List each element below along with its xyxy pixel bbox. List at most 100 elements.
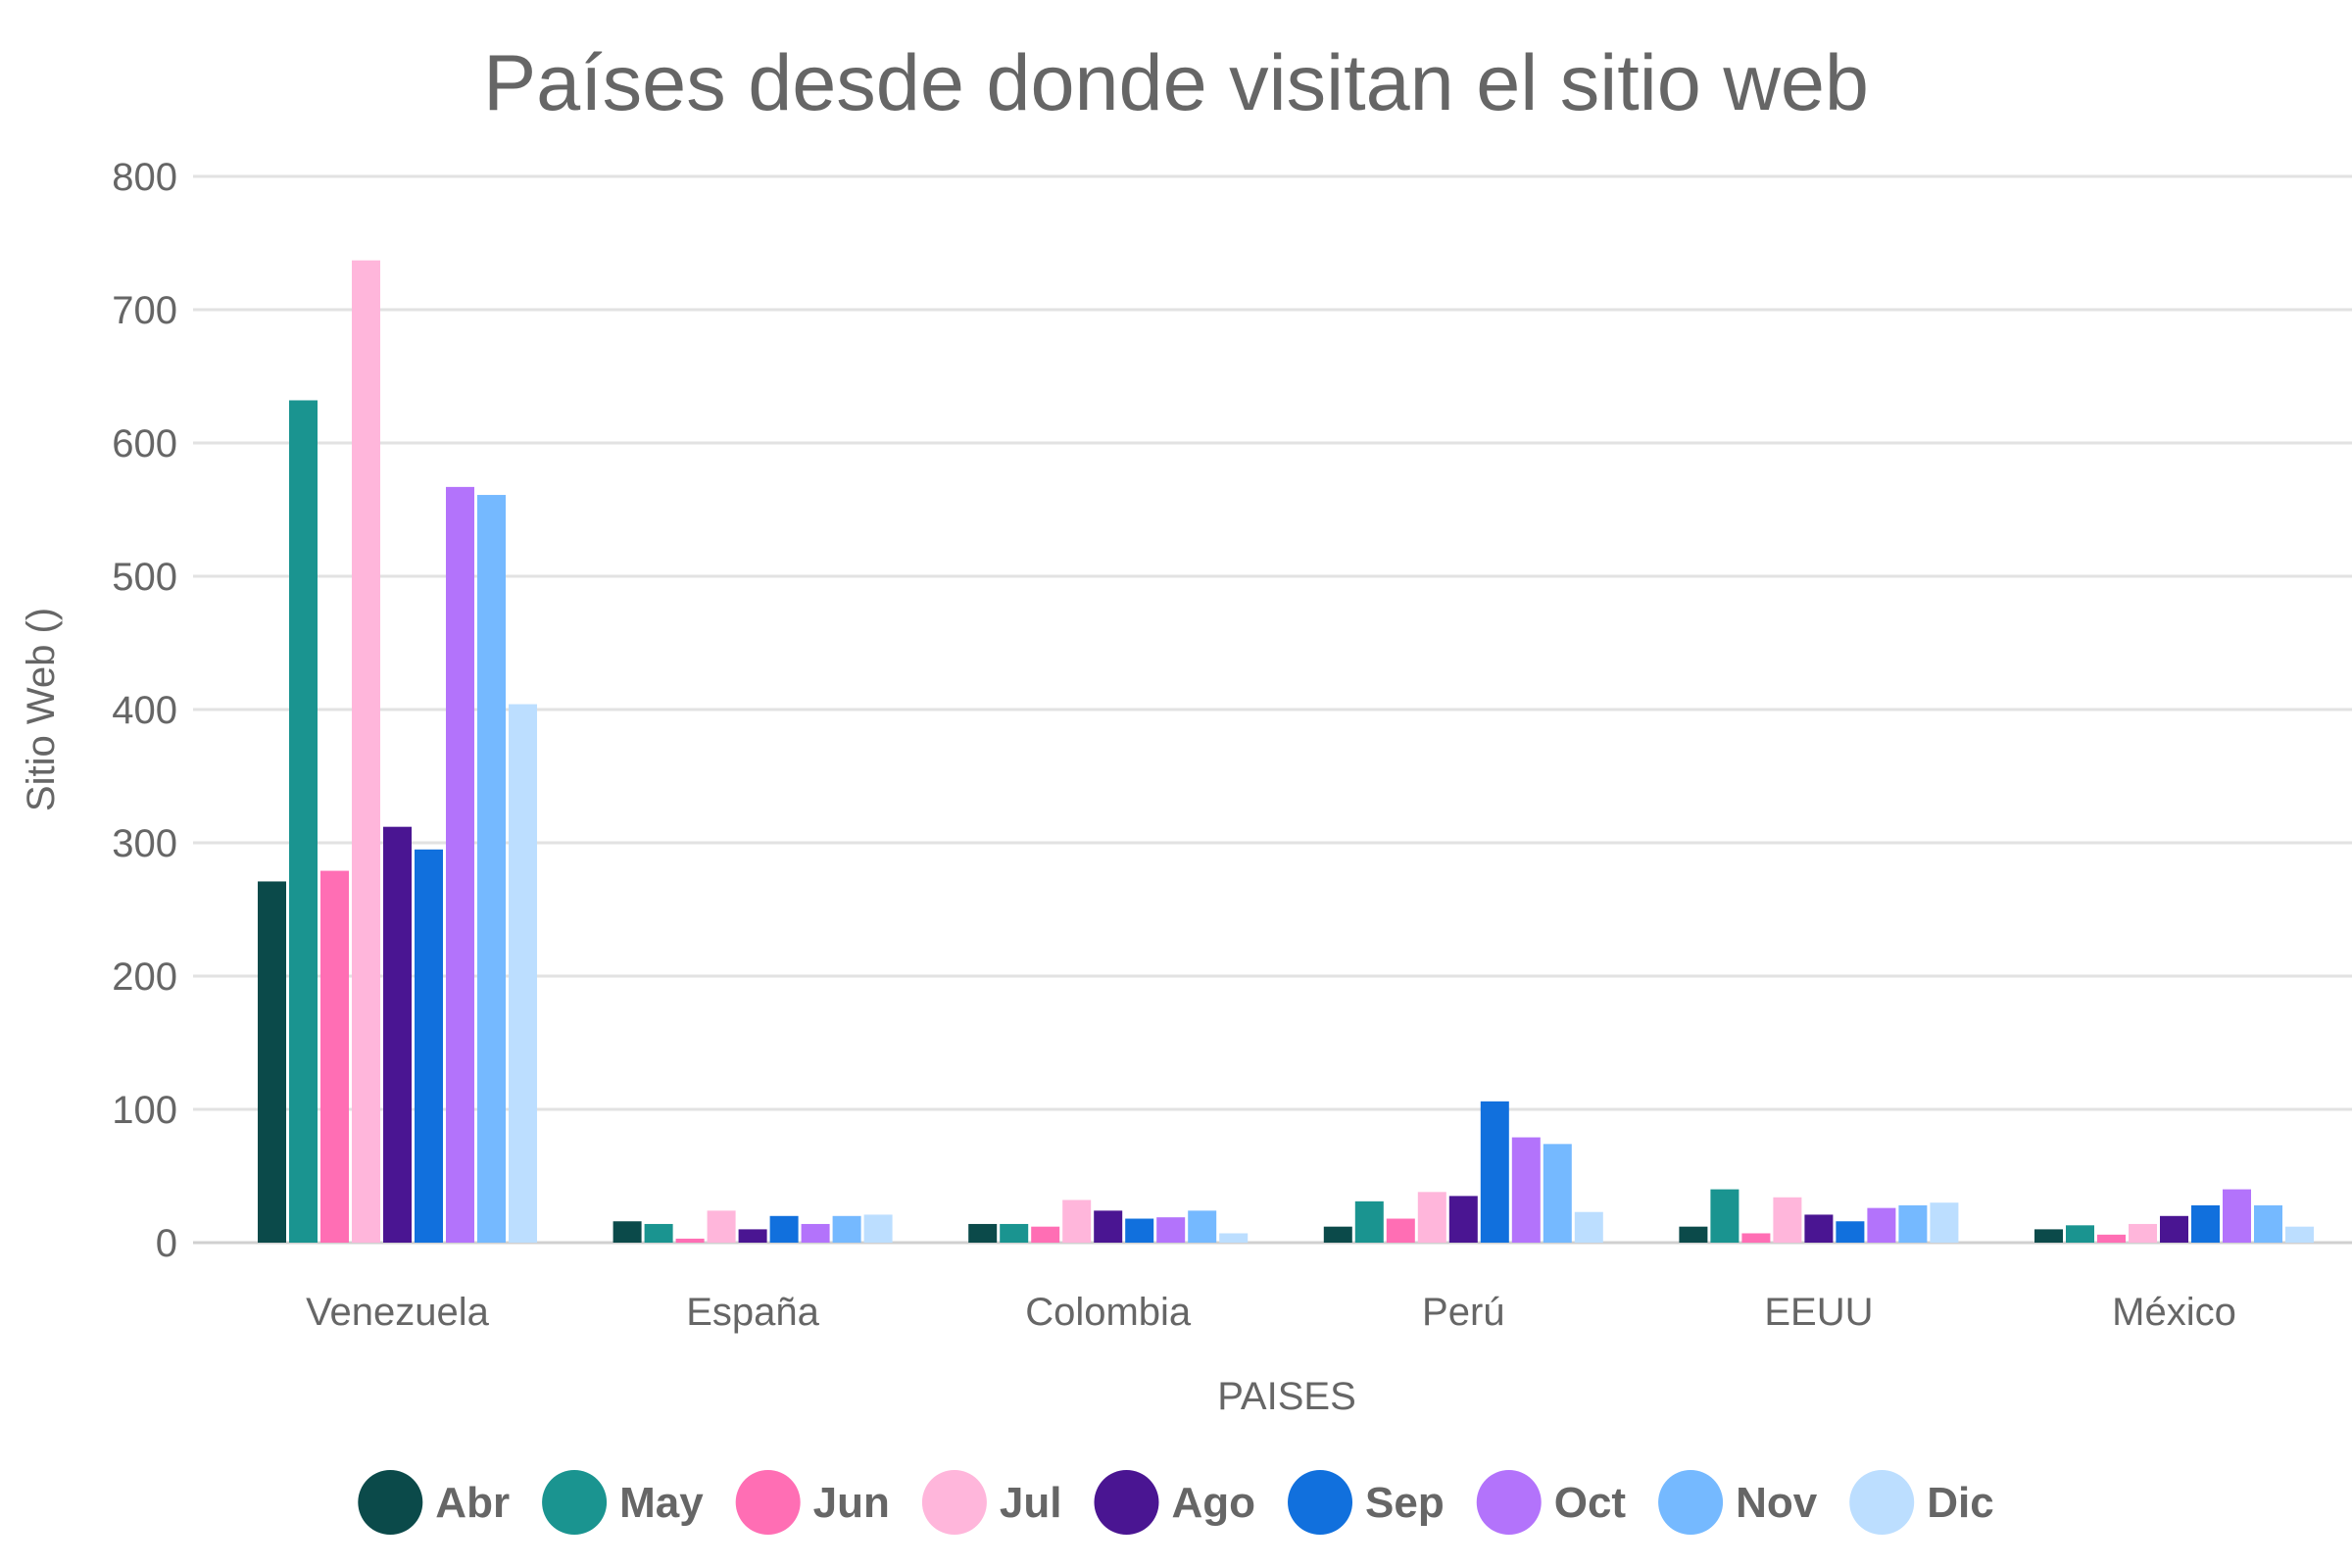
legend-item-oct[interactable]: Oct — [1476, 1470, 1627, 1535]
legend-label: Nov — [1736, 1479, 1818, 1527]
legend-label: Dic — [1927, 1479, 1993, 1527]
bar-sep-0[interactable] — [415, 849, 443, 1243]
bar-jul-2[interactable] — [1062, 1200, 1092, 1243]
bar-abr-1[interactable] — [612, 1221, 642, 1243]
bar-may-1[interactable] — [644, 1223, 673, 1243]
y-tick-label: 300 — [112, 822, 177, 865]
bar-dic-3[interactable] — [1574, 1211, 1603, 1243]
bar-ago-4[interactable] — [1804, 1214, 1834, 1243]
legend-item-ago[interactable]: Ago — [1094, 1470, 1255, 1535]
bar-nov-5[interactable] — [2254, 1204, 2282, 1243]
legend-label: Jul — [1000, 1479, 1062, 1527]
bar-jun-0[interactable] — [320, 870, 349, 1243]
bar-abr-3[interactable] — [1323, 1226, 1352, 1243]
bar-ago-2[interactable] — [1094, 1210, 1123, 1243]
legend-swatch — [542, 1470, 608, 1535]
bar-nov-0[interactable] — [477, 495, 506, 1243]
bar-oct-1[interactable] — [801, 1223, 830, 1243]
bar-oct-2[interactable] — [1156, 1217, 1186, 1243]
bar-jul-0[interactable] — [352, 260, 380, 1243]
bar-sep-1[interactable] — [769, 1215, 799, 1243]
bar-jun-2[interactable] — [1031, 1226, 1060, 1243]
y-tick-label: 700 — [112, 289, 177, 332]
legend-label: May — [619, 1479, 704, 1527]
bar-sep-4[interactable] — [1836, 1221, 1865, 1243]
legend-swatch — [358, 1470, 423, 1535]
legend-swatch — [1658, 1470, 1724, 1535]
bar-jul-3[interactable] — [1417, 1192, 1446, 1243]
bar-abr-4[interactable] — [1679, 1226, 1708, 1243]
bar-jul-5[interactable] — [2129, 1223, 2157, 1243]
legend-item-dic[interactable]: Dic — [1849, 1470, 1994, 1535]
y-tick-label: 0 — [156, 1222, 177, 1265]
bar-dic-1[interactable] — [863, 1214, 893, 1243]
legend-item-jun[interactable]: Jun — [735, 1470, 890, 1535]
legend-label: Sep — [1365, 1479, 1445, 1527]
bar-sep-3[interactable] — [1480, 1101, 1509, 1243]
bar-jul-4[interactable] — [1773, 1197, 1802, 1243]
legend-item-sep[interactable]: Sep — [1288, 1470, 1445, 1535]
legend-item-nov[interactable]: Nov — [1658, 1470, 1818, 1535]
bar-dic-2[interactable] — [1219, 1233, 1249, 1243]
legend-swatch — [1094, 1470, 1159, 1535]
bar-nov-3[interactable] — [1543, 1144, 1572, 1243]
bar-dic-5[interactable] — [2285, 1226, 2314, 1243]
bar-may-0[interactable] — [289, 400, 318, 1244]
x-tick-label: Perú — [1422, 1291, 1505, 1334]
bar-nov-2[interactable] — [1188, 1210, 1217, 1243]
bar-nov-1[interactable] — [832, 1215, 861, 1243]
legend-item-abr[interactable]: Abr — [358, 1470, 510, 1535]
bar-may-5[interactable] — [2066, 1225, 2094, 1243]
legend: Abr May Jun Jul Ago Sep Oct Nov Dic — [358, 1470, 1994, 1535]
legend-item-jul[interactable]: Jul — [921, 1470, 1062, 1535]
bar-jun-4[interactable] — [1741, 1233, 1771, 1243]
bar-abr-0[interactable] — [258, 881, 286, 1243]
bar-may-4[interactable] — [1710, 1189, 1740, 1243]
y-tick-label: 200 — [112, 956, 177, 999]
bars — [258, 260, 2314, 1244]
x-tick-labels: Venezuela España Colombia Perú EEUU México — [306, 1291, 2236, 1334]
legend-label: Oct — [1554, 1479, 1627, 1527]
y-tick-label: 500 — [112, 556, 177, 599]
y-tick-label: 100 — [112, 1089, 177, 1132]
gridlines: 0 100 200 300 400 500 600 700 800 — [112, 156, 2352, 1265]
bar-jun-5[interactable] — [2097, 1234, 2126, 1243]
bar-ago-5[interactable] — [2160, 1215, 2188, 1243]
bar-oct-3[interactable] — [1511, 1137, 1541, 1243]
bar-jun-3[interactable] — [1386, 1218, 1415, 1243]
bar-may-3[interactable] — [1354, 1200, 1384, 1243]
legend-label: Jun — [813, 1479, 890, 1527]
bar-ago-3[interactable] — [1448, 1196, 1478, 1243]
bar-sep-2[interactable] — [1125, 1218, 1154, 1243]
y-axis-title: Sitio Web () — [20, 608, 63, 811]
legend-swatch — [921, 1470, 987, 1535]
bar-oct-5[interactable] — [2223, 1189, 2251, 1243]
bar-sep-5[interactable] — [2191, 1204, 2220, 1243]
legend-swatch — [1476, 1470, 1542, 1535]
y-tick-label: 600 — [112, 422, 177, 466]
bar-may-2[interactable] — [1000, 1223, 1029, 1243]
legend-item-may[interactable]: May — [542, 1470, 704, 1535]
bar-abr-2[interactable] — [968, 1223, 998, 1243]
legend-label: Abr — [435, 1479, 510, 1527]
bar-dic-4[interactable] — [1930, 1202, 1959, 1243]
legend-swatch — [735, 1470, 801, 1535]
bar-dic-0[interactable] — [509, 704, 537, 1243]
bar-oct-4[interactable] — [1867, 1207, 1896, 1243]
y-tick-label: 800 — [112, 156, 177, 199]
y-tick-label: 400 — [112, 689, 177, 732]
x-tick-label: Colombia — [1025, 1291, 1192, 1334]
bar-oct-0[interactable] — [446, 486, 474, 1243]
chart-title: Países desde donde visitan el sitio web — [483, 39, 1869, 127]
bar-jul-1[interactable] — [707, 1210, 736, 1243]
x-tick-label: EEUU — [1764, 1291, 1873, 1334]
bar-ago-1[interactable] — [738, 1229, 767, 1243]
bar-nov-4[interactable] — [1898, 1204, 1928, 1243]
bar-abr-5[interactable] — [2034, 1229, 2063, 1243]
x-tick-label: México — [2112, 1291, 2236, 1334]
bar-ago-0[interactable] — [383, 826, 412, 1243]
legend-label: Ago — [1171, 1479, 1255, 1527]
bar-jun-1[interactable] — [675, 1238, 705, 1243]
